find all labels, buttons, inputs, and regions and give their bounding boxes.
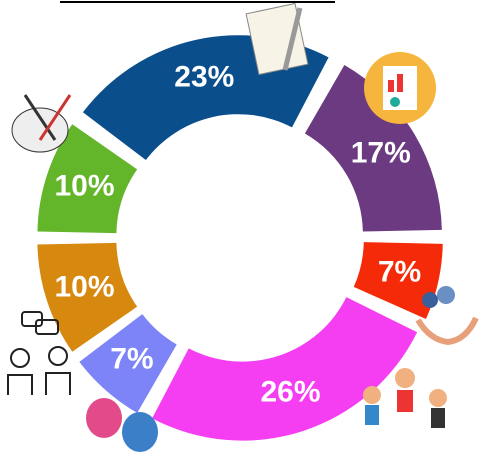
- value-label: 17%: [351, 137, 411, 170]
- value-label: 10%: [54, 169, 114, 202]
- icon-report: [364, 52, 436, 124]
- value-label: 7%: [378, 256, 421, 289]
- value-label: 7%: [110, 343, 153, 376]
- icon-art: [12, 95, 70, 152]
- page: 23%17%7%26%7%10%10% (() => { const data …: [0, 0, 479, 460]
- value-label: 23%: [174, 60, 234, 93]
- value-label: 26%: [261, 375, 321, 408]
- icon-theatre: [86, 398, 158, 452]
- chart: 23% 17% 7% 26% 7% 10% 10%: [0, 0, 479, 460]
- value-label: 10%: [54, 270, 114, 303]
